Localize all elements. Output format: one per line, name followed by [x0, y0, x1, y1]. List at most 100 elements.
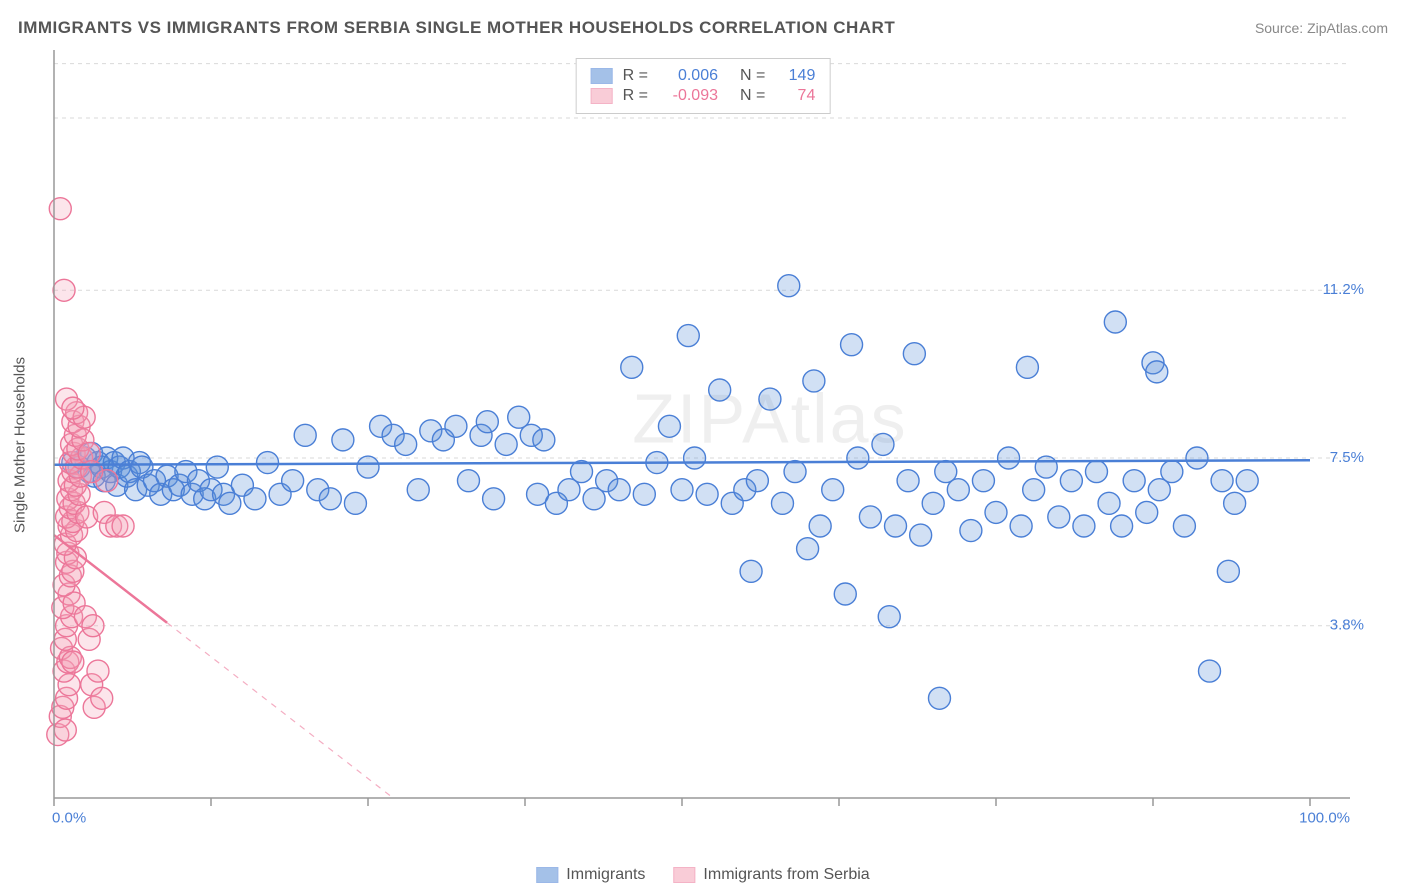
x-tick-label: 0.0% [52, 809, 86, 826]
data-point-immigrants [457, 470, 479, 492]
y-tick-label: 3.8% [1330, 617, 1364, 634]
data-point-immigrants [357, 456, 379, 478]
data-point-immigrants [847, 447, 869, 469]
data-point-immigrants [671, 479, 693, 501]
data-point-immigrants [1161, 461, 1183, 483]
chart-title: IMMIGRANTS VS IMMIGRANTS FROM SERBIA SIN… [18, 18, 895, 38]
data-point-immigrants [483, 488, 505, 510]
trend-line-immigrants [54, 460, 1310, 465]
data-point-serbia [53, 279, 75, 301]
data-point-serbia [112, 515, 134, 537]
data-point-immigrants [244, 488, 266, 510]
data-point-immigrants [972, 470, 994, 492]
stats-row-serbia: R = -0.093 N = 74 [591, 87, 816, 105]
data-point-immigrants [206, 456, 228, 478]
y-tick-label: 11.2% [1323, 281, 1364, 298]
data-point-immigrants [985, 501, 1007, 523]
data-point-immigrants [476, 411, 498, 433]
data-point-serbia [49, 198, 71, 220]
data-point-immigrants [445, 415, 467, 437]
data-point-immigrants [1073, 515, 1095, 537]
data-point-immigrants [897, 470, 919, 492]
data-point-serbia [87, 660, 109, 682]
data-point-immigrants [282, 470, 304, 492]
data-point-immigrants [684, 447, 706, 469]
data-point-immigrants [922, 492, 944, 514]
data-point-immigrants [1224, 492, 1246, 514]
data-point-immigrants [1098, 492, 1120, 514]
data-point-immigrants [998, 447, 1020, 469]
n-value-serbia: 74 [775, 87, 815, 105]
data-point-immigrants [1146, 361, 1168, 383]
data-point-serbia [91, 687, 113, 709]
data-point-immigrants [784, 461, 806, 483]
legend-swatch-serbia [673, 867, 695, 883]
data-point-immigrants [633, 483, 655, 505]
data-point-immigrants [407, 479, 429, 501]
source-prefix: Source: [1255, 20, 1307, 36]
data-point-immigrants [658, 415, 680, 437]
data-point-immigrants [533, 429, 555, 451]
data-point-serbia [62, 397, 84, 419]
legend-label-immigrants: Immigrants [566, 866, 645, 884]
data-point-immigrants [1048, 506, 1070, 528]
legend-label-serbia: Immigrants from Serbia [703, 866, 869, 884]
data-point-immigrants [696, 483, 718, 505]
data-point-immigrants [344, 492, 366, 514]
data-point-immigrants [294, 424, 316, 446]
data-point-immigrants [910, 524, 932, 546]
data-point-immigrants [885, 515, 907, 537]
data-point-immigrants [1123, 470, 1145, 492]
y-axis-label: Single Mother Households [12, 357, 29, 533]
data-point-serbia [62, 651, 84, 673]
r-value-serbia: -0.093 [658, 87, 718, 105]
source-name: ZipAtlas.com [1307, 20, 1388, 36]
swatch-serbia [591, 88, 613, 104]
data-point-immigrants [1186, 447, 1208, 469]
legend-item-serbia: Immigrants from Serbia [673, 866, 869, 884]
data-point-immigrants [841, 334, 863, 356]
r-value-immigrants: 0.006 [658, 67, 718, 85]
data-point-immigrants [1173, 515, 1195, 537]
data-point-immigrants [947, 479, 969, 501]
data-point-immigrants [677, 325, 699, 347]
n-label: N = [740, 87, 765, 105]
chart-source: Source: ZipAtlas.com [1255, 20, 1388, 36]
data-point-immigrants [797, 538, 819, 560]
data-point-immigrants [834, 583, 856, 605]
data-point-serbia [82, 615, 104, 637]
data-point-immigrants [1236, 470, 1258, 492]
y-tick-label: 7.5% [1330, 449, 1364, 466]
data-point-immigrants [859, 506, 881, 528]
data-point-immigrants [903, 343, 925, 365]
n-value-immigrants: 149 [775, 67, 815, 85]
x-tick-label: 100.0% [1299, 809, 1350, 826]
data-point-serbia [54, 719, 76, 741]
data-point-immigrants [809, 515, 831, 537]
data-point-immigrants [960, 520, 982, 542]
data-point-immigrants [759, 388, 781, 410]
data-point-immigrants [1023, 479, 1045, 501]
data-point-immigrants [495, 433, 517, 455]
r-label: R = [623, 87, 648, 105]
r-label: R = [623, 67, 648, 85]
data-point-immigrants [778, 275, 800, 297]
data-point-immigrants [872, 433, 894, 455]
trend-line-dashed-serbia [167, 623, 393, 798]
data-point-immigrants [1199, 660, 1221, 682]
data-point-immigrants [1104, 311, 1126, 333]
data-point-immigrants [1016, 356, 1038, 378]
scatter-plot-svg: 3.8%7.5%11.2%ZIPAtlas0.0%100.0% [50, 50, 1370, 840]
data-point-immigrants [771, 492, 793, 514]
data-point-immigrants [803, 370, 825, 392]
series-legend: Immigrants Immigrants from Serbia [536, 866, 869, 884]
data-point-immigrants [608, 479, 630, 501]
data-point-immigrants [709, 379, 731, 401]
data-point-immigrants [319, 488, 341, 510]
data-point-immigrants [1060, 470, 1082, 492]
data-point-immigrants [740, 560, 762, 582]
data-point-immigrants [1217, 560, 1239, 582]
data-point-immigrants [1111, 515, 1133, 537]
data-point-immigrants [1010, 515, 1032, 537]
data-point-immigrants [1035, 456, 1057, 478]
